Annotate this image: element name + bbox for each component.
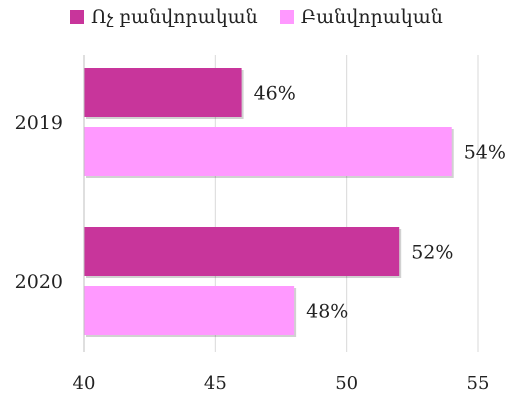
legend-label-worker: Բանվորական [300,6,443,28]
legend: Ոչ բանվորական Բանվորական [0,6,513,28]
legend-swatch-non-worker [70,10,85,24]
legend-label-non-worker: Ոչ բանվորական [91,6,258,28]
y-tick-label-2019: 2019 [15,112,63,134]
data-label-non-worker-2020: 52% [411,242,453,264]
bar-worker-2019 [84,127,452,176]
data-label-worker-2019: 54% [464,142,506,164]
bar-worker-2020 [84,286,295,335]
legend-item-non-worker: Ոչ բանվորական [70,6,258,28]
x-tick-label-45: 45 [204,373,227,394]
x-tick-label-55: 55 [467,373,490,394]
data-label-worker-2020: 48% [306,301,348,323]
legend-swatch-worker [279,10,294,24]
x-tick-label-40: 40 [73,373,96,394]
x-tick-label-50: 50 [335,373,358,394]
y-tick-label-2020: 2020 [15,271,63,293]
legend-item-worker: Բանվորական [279,6,443,28]
data-label-non-worker-2019: 46% [254,83,296,105]
bar-non-worker-2020 [84,227,400,276]
bar-non-worker-2019 [84,68,242,117]
